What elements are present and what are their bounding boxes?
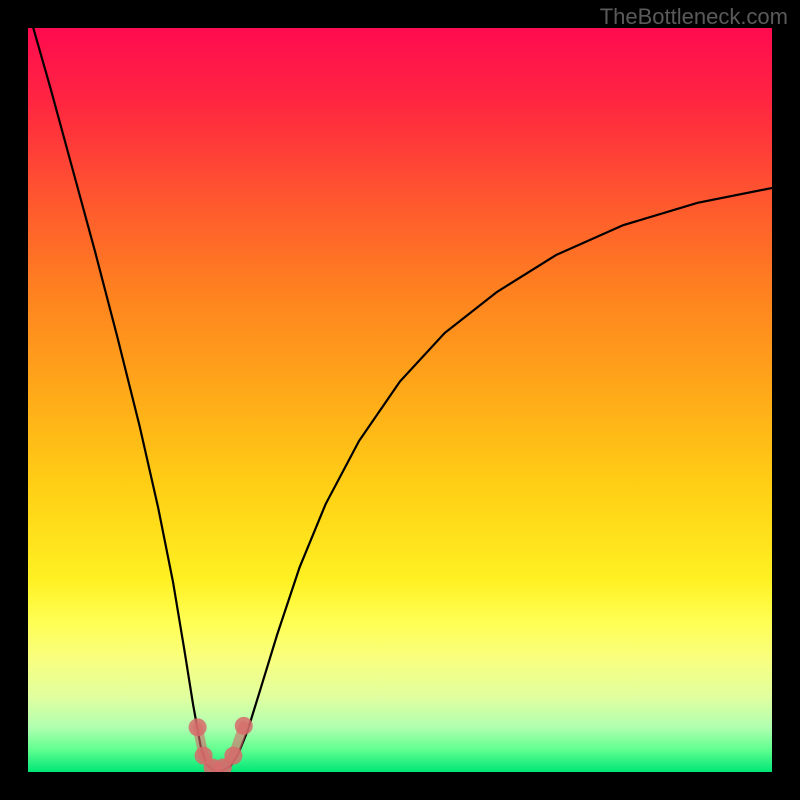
- bottleneck-chart: [0, 0, 800, 800]
- valley-marker-dot: [235, 717, 253, 735]
- chart-background-gradient: [28, 28, 772, 772]
- watermark-text: TheBottleneck.com: [600, 4, 788, 30]
- valley-marker-dot: [224, 747, 242, 765]
- valley-marker-dot: [189, 718, 207, 736]
